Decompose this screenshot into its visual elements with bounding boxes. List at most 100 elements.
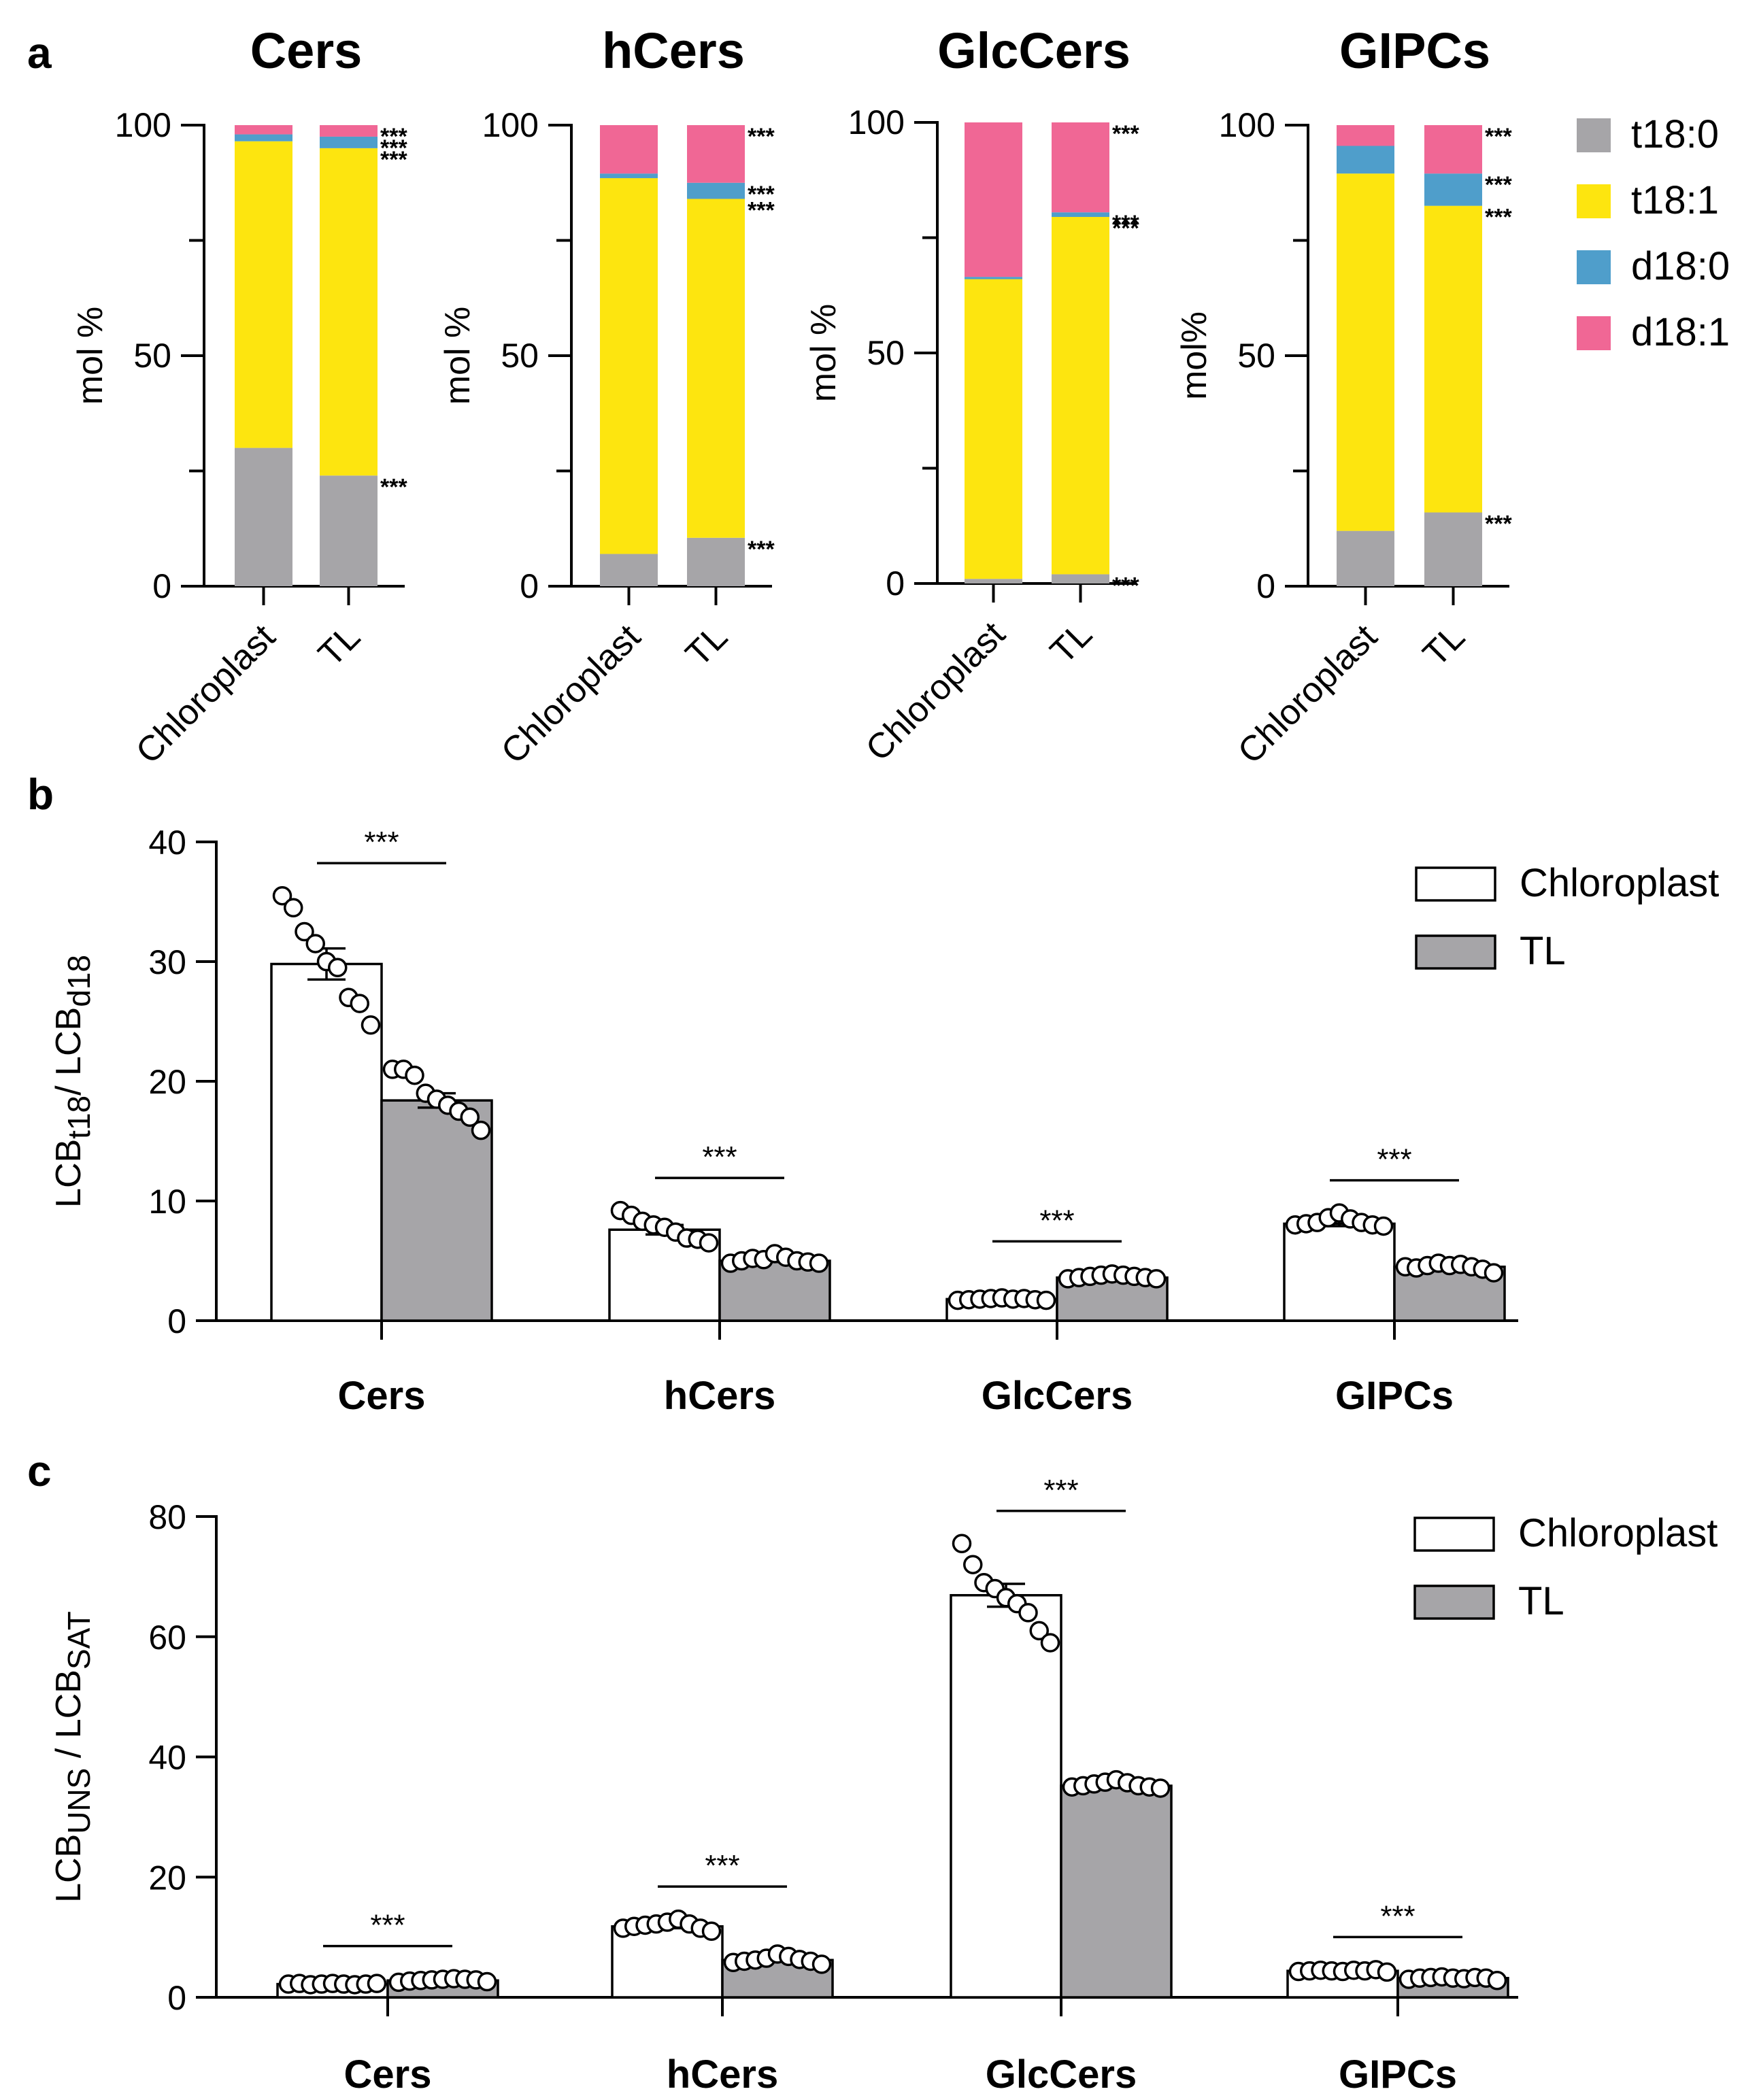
x-tick-label: Chloroplast	[858, 614, 1013, 768]
data-point	[1373, 1216, 1394, 1236]
y-tick-label: 40	[148, 824, 186, 862]
significance-marker: ***	[370, 1909, 405, 1942]
data-point	[1036, 1290, 1056, 1310]
legend-swatch-d18-0	[1577, 250, 1611, 284]
y-tick-label: 0	[167, 1979, 186, 2017]
group-glccers: GlcCers ***	[950, 1474, 1173, 2097]
significance-marker: ***	[1112, 573, 1139, 598]
significance-marker: ***	[1112, 211, 1139, 237]
significance-marker: ***	[748, 124, 775, 150]
x-tick-label: Cers	[344, 2052, 432, 2097]
x-tick-label: Chloroplast	[129, 617, 283, 771]
bar-segment-t18-0	[600, 554, 658, 586]
data-point	[460, 1107, 480, 1128]
bar-segment-d18-1	[1052, 122, 1109, 213]
legend-swatch-tl	[1415, 934, 1496, 970]
data-point	[963, 1555, 983, 1574]
x-tick-label: TL	[311, 617, 368, 674]
x-tick-label: GIPCs	[1339, 2052, 1457, 2097]
significance-marker: ***	[380, 474, 407, 500]
significance-marker: ***	[748, 197, 775, 223]
x-tick-label: GlcCers	[982, 1374, 1133, 1418]
y-tick-label: 100	[848, 103, 905, 141]
y-axis-label-mid: / LCB	[49, 1007, 88, 1096]
x-tick-label: TL	[1043, 614, 1100, 671]
bar-segment-t18-1	[1424, 205, 1482, 513]
data-point	[1146, 1269, 1167, 1289]
data-point	[405, 1065, 424, 1085]
bar-segment-t18-1	[1337, 173, 1394, 531]
subplot-title: GIPCs	[1339, 22, 1490, 79]
legend-label-t18-1: t18:1	[1631, 178, 1719, 222]
y-tick-label: 100	[1219, 106, 1275, 144]
y-tick-label: 50	[867, 334, 905, 372]
bar-segment-t18-1	[687, 199, 745, 538]
bar-segment-t18-0	[320, 475, 378, 586]
y-tick-label: 50	[501, 337, 539, 375]
bar-segment-d18-0	[235, 134, 292, 141]
significance-marker: ***	[1485, 511, 1512, 537]
significance-marker: ***	[380, 147, 407, 173]
x-tick-label: Chloroplast	[1230, 617, 1385, 771]
bar-segment-t18-0	[1052, 574, 1109, 583]
significance-marker: ***	[702, 1140, 737, 1174]
bar-segment-d18-0	[1052, 212, 1109, 217]
subplot-title: hCers	[602, 22, 745, 79]
data-point	[350, 994, 369, 1013]
bar-segment-t18-0	[1337, 530, 1394, 586]
data-point	[1484, 1263, 1504, 1283]
legend-label-tl: TL	[1520, 929, 1566, 973]
group-gipcs: GIPCs ***	[1283, 1143, 1506, 1418]
y-tick-label: 40	[148, 1739, 186, 1777]
significance-marker: ***	[1043, 1474, 1078, 1507]
data-point	[701, 1921, 722, 1942]
legend-label-t18-0: t18:0	[1631, 112, 1719, 156]
legend-swatch-tl	[1413, 1585, 1495, 1620]
panel-a-legend: t18:0 t18:1 d18:0 d18:1	[1577, 112, 1730, 354]
bar-segment-d18-1	[1424, 125, 1482, 174]
bar-chloroplast	[950, 1594, 1062, 1999]
bar-segment-d18-0	[687, 182, 745, 199]
bar-segment-d18-0	[965, 277, 1022, 280]
significance-marker: ***	[1485, 205, 1512, 231]
x-tick-label: Cers	[338, 1374, 426, 1418]
y-axis-label: mol %	[71, 307, 110, 405]
subplot-title: GlcCers	[937, 22, 1130, 79]
bar-segment-d18-1	[1337, 125, 1394, 146]
bar-segment-t18-1	[965, 279, 1022, 579]
bar-segment-t18-0	[965, 579, 1022, 583]
bar-segment-t18-0	[687, 537, 745, 586]
x-tick-label: hCers	[667, 2052, 778, 2097]
legend-swatch-chloroplast	[1413, 1517, 1495, 1552]
panel-label-a: a	[27, 29, 52, 78]
y-tick-label: 0	[886, 564, 905, 603]
significance-marker: ***	[380, 135, 407, 161]
y-axis-label-sub2: d18	[61, 955, 97, 1007]
data-point	[477, 1971, 497, 1992]
x-tick-label: GlcCers	[986, 2052, 1137, 2097]
data-point	[328, 958, 348, 978]
bar-segment-d18-1	[320, 125, 378, 137]
group-gipcs: GIPCs ***	[1286, 1899, 1509, 2097]
x-tick-label: hCers	[664, 1374, 775, 1418]
y-axis-label-main: LCB	[49, 1139, 88, 1208]
data-point	[1487, 1971, 1507, 1991]
group-cers: Cers ***	[276, 1909, 499, 2097]
y-tick-label: 20	[148, 1063, 186, 1101]
data-point	[272, 885, 292, 906]
y-axis-label-sub2: SAT	[61, 1611, 97, 1670]
bar-segment-d18-1	[965, 122, 1022, 277]
legend-swatch-t18-1	[1577, 184, 1611, 218]
legend-swatch-chloroplast	[1415, 866, 1496, 902]
y-axis-label-main: LCB	[49, 1834, 88, 1903]
y-axis-label: LCBt18/ LCBd18	[49, 955, 97, 1208]
bar-segment-t18-1	[235, 141, 292, 448]
significance-marker: ***	[1380, 1899, 1415, 1933]
subplot-title: Cers	[250, 22, 363, 79]
legend-label-chloroplast: Chloroplast	[1518, 1511, 1718, 1555]
y-tick-label: 80	[148, 1498, 186, 1536]
